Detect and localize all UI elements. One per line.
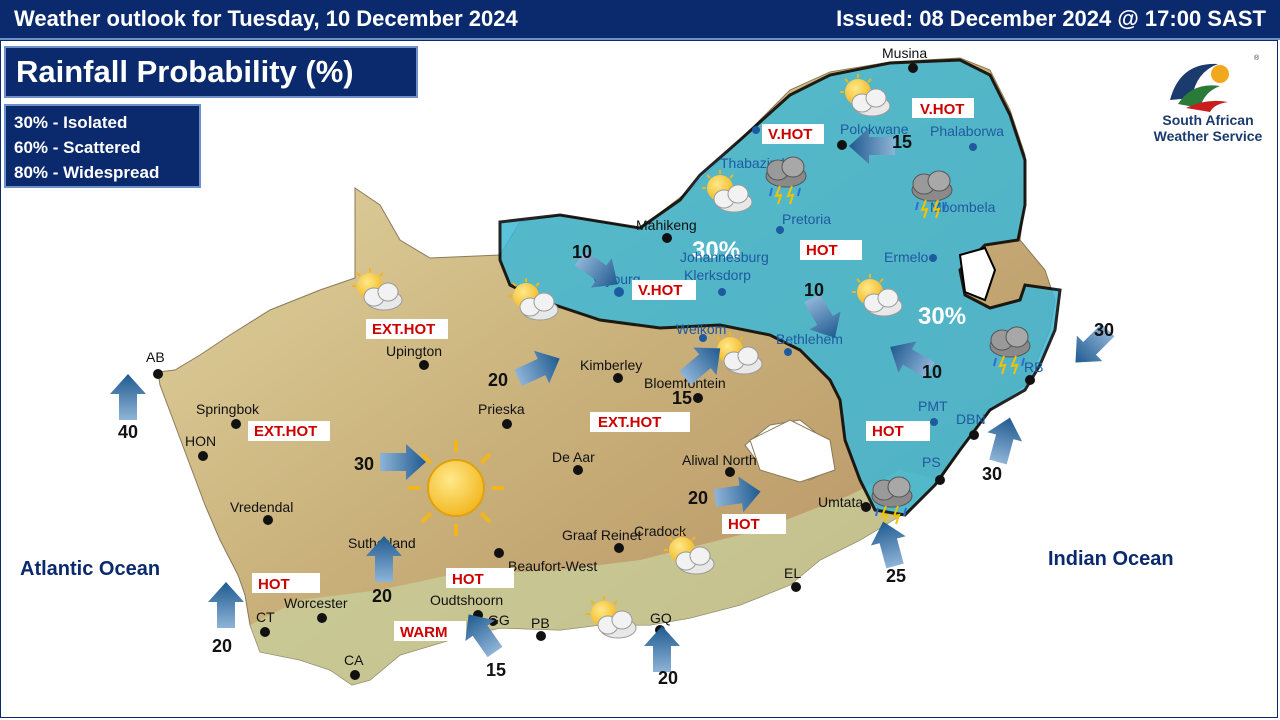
legend-item: 80% - Widespread bbox=[14, 163, 160, 182]
city-welkom: Welkom bbox=[676, 321, 726, 337]
city-ps: PS bbox=[922, 454, 941, 470]
probability-legend: 30% - Isolated 60% - Scattered 80% - Wid… bbox=[4, 104, 201, 188]
wind-speed-gg: 15 bbox=[486, 660, 506, 680]
wind-speed-bethlehem: 10 bbox=[804, 280, 824, 300]
wind-speed-ct: 20 bbox=[212, 636, 232, 656]
city-vredendal: Vredendal bbox=[230, 499, 293, 515]
forecast-date: Weather outlook for Tuesday, 10 December… bbox=[14, 6, 518, 31]
logo-line-2: Weather Service bbox=[1153, 128, 1263, 144]
svg-text:®: ® bbox=[1254, 54, 1260, 62]
wind-speed-kimberley: 20 bbox=[488, 370, 508, 390]
city-musina: Musina bbox=[882, 45, 927, 61]
city-kimberley: Kimberley bbox=[580, 357, 642, 373]
city-ct: CT bbox=[256, 609, 275, 625]
city-hon: HON bbox=[185, 433, 216, 449]
city-johannesburg: Johannesburg bbox=[680, 249, 769, 265]
rain-label-east: 30% bbox=[918, 303, 966, 330]
saws-logo: ® bbox=[1170, 54, 1260, 112]
temp-label-exthot-upington: EXT.HOT bbox=[372, 321, 435, 338]
city-ab: AB bbox=[146, 349, 165, 365]
city-pmt: PMT bbox=[918, 398, 948, 414]
city-rb: RB bbox=[1024, 359, 1043, 375]
logo-text: South African Weather Service bbox=[1138, 112, 1278, 144]
city-bloemfontein: Bloemfontein bbox=[644, 375, 726, 391]
city-dbn: DBN bbox=[956, 411, 986, 427]
ocean-indian: Indian Ocean bbox=[1048, 548, 1174, 570]
city-springbok: Springbok bbox=[196, 401, 260, 417]
ocean-atlantic: Atlantic Ocean bbox=[20, 558, 160, 580]
city-mahikeng: Mahikeng bbox=[636, 217, 697, 233]
city-ermelo: Ermelo bbox=[884, 249, 929, 265]
header-bar: Weather outlook for Tuesday, 10 December… bbox=[0, 0, 1280, 40]
city-polokwane: Polokwane bbox=[840, 121, 909, 137]
city-cradock: Cradock bbox=[634, 523, 687, 539]
wind-speed-gq: 20 bbox=[658, 668, 678, 688]
city-graaf-reinet: Graaf Reinet bbox=[562, 527, 641, 543]
city-beaufort-west: Beaufort-West bbox=[508, 558, 597, 574]
city-pretoria: Pretoria bbox=[782, 211, 831, 227]
temp-label-vhot-north: V.HOT bbox=[920, 101, 964, 118]
legend-item: 60% - Scattered bbox=[14, 138, 141, 157]
rainfall-probability-area bbox=[498, 58, 1062, 517]
city-bethlehem: Bethlehem bbox=[776, 331, 843, 347]
city-gq: GQ bbox=[650, 610, 672, 626]
city-el: EL bbox=[784, 565, 801, 581]
wind-speed-ab: 40 bbox=[118, 422, 138, 442]
city-phalaborwa: Phalaborwa bbox=[930, 123, 1004, 139]
city-oudtshoorn: Oudtshoorn bbox=[430, 592, 503, 608]
eswatini bbox=[958, 246, 997, 302]
city-worcester: Worcester bbox=[284, 595, 348, 611]
temp-label-vhot-vryburg: V.HOT bbox=[638, 282, 682, 299]
lesotho-edge bbox=[749, 419, 836, 483]
city-prieska: Prieska bbox=[478, 401, 525, 417]
wind-speed-aliwal: 20 bbox=[688, 488, 708, 508]
temp-label-hot-ct: HOT bbox=[258, 576, 290, 593]
city-klerksdorp: Klerksdorp bbox=[684, 267, 751, 283]
wind-speed-polokwane: 15 bbox=[892, 132, 912, 152]
temp-label-exthot-kimberley: EXT.HOT bbox=[598, 414, 661, 431]
temp-label-hot-aliwal: HOT bbox=[728, 516, 760, 533]
wind-speed-bloem: 15 bbox=[672, 388, 692, 408]
city-de-aar: De Aar bbox=[552, 449, 595, 465]
wind-speed-vryburg: 10 bbox=[572, 242, 592, 262]
city-umtata: Umtata bbox=[818, 494, 863, 510]
city-pb: PB bbox=[531, 615, 550, 631]
temp-label-vhot-polokwane: V.HOT bbox=[768, 126, 812, 143]
wind-speed-dbn: 30 bbox=[982, 464, 1002, 484]
wind-speed-rb: 30 bbox=[1094, 320, 1114, 340]
logo-line-1: South African bbox=[1162, 112, 1254, 128]
city-gg: GG bbox=[488, 612, 510, 628]
map-frame bbox=[0, 40, 1278, 718]
city-upington: Upington bbox=[386, 343, 442, 359]
map-title: Rainfall Probability (%) bbox=[4, 46, 418, 98]
issued-time: Issued: 08 December 2024 @ 17:00 SAST bbox=[836, 6, 1266, 31]
wind-speed-karoo: 30 bbox=[354, 454, 374, 474]
wind-speed-kzn: 10 bbox=[922, 362, 942, 382]
temp-label-hot-pretoria: HOT bbox=[806, 242, 838, 259]
city-mbombela: Mbombela bbox=[930, 199, 996, 215]
temp-label-exthot-springbok: EXT.HOT bbox=[254, 423, 317, 440]
sun-icon bbox=[408, 440, 504, 536]
city-ca: CA bbox=[344, 652, 364, 668]
temp-label-hot-kzn: HOT bbox=[872, 423, 904, 440]
rain-label-west: 30% bbox=[692, 237, 740, 264]
wind-speed-sutherland: 20 bbox=[372, 586, 392, 606]
temp-label-warm-gg: WARM bbox=[400, 624, 448, 641]
temp-label-hot-karoo: HOT bbox=[452, 571, 484, 588]
legend-item: 30% - Isolated bbox=[14, 113, 128, 132]
city-aliwal-north: Aliwal North bbox=[682, 452, 757, 468]
wind-speed-umtata: 25 bbox=[886, 566, 906, 586]
